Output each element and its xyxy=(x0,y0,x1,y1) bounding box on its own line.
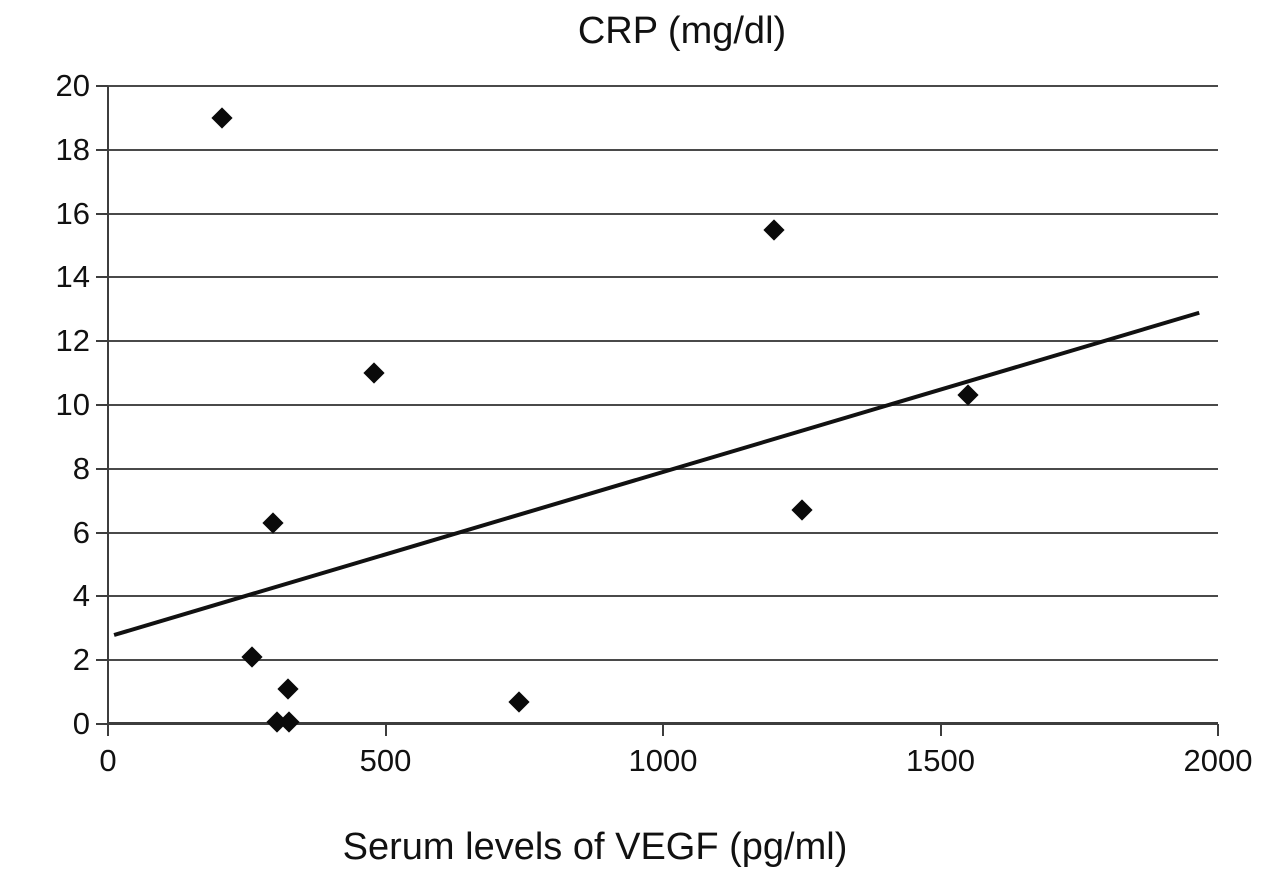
x-tick-mark xyxy=(384,724,387,736)
y-tick-mark xyxy=(96,340,108,343)
y-axis xyxy=(107,86,109,736)
y-tick-mark xyxy=(96,85,108,87)
y-tick-mark xyxy=(96,467,108,470)
y-tick-label: 16 xyxy=(55,195,90,231)
data-point-diamond xyxy=(277,678,299,700)
y-tick-label: 2 xyxy=(72,642,90,678)
data-point-diamond xyxy=(241,646,263,668)
x-axis-label: Serum levels of VEGF (pg/ml) xyxy=(342,826,848,868)
x-tick-label: 500 xyxy=(359,743,412,778)
data-point-diamond xyxy=(791,499,813,521)
x-axis xyxy=(108,722,1218,725)
y-tick-label: 0 xyxy=(72,706,90,741)
y-tick-mark xyxy=(96,148,108,151)
data-point-diamond xyxy=(363,362,385,384)
data-point-diamond xyxy=(763,218,785,241)
chart-title: CRP (mg/dl) xyxy=(577,10,787,52)
y-tick-label: 6 xyxy=(72,514,90,550)
x-tick-label: 1500 xyxy=(906,743,975,778)
y-tick-mark xyxy=(96,595,108,598)
y-tick-mark xyxy=(96,276,108,279)
x-tick-label: 2000 xyxy=(1183,743,1253,778)
y-tick-label: 12 xyxy=(55,323,90,359)
trend-line xyxy=(113,310,1200,637)
data-point-diamond xyxy=(262,512,284,534)
x-tick-mark xyxy=(1217,724,1219,736)
y-tick-mark xyxy=(96,659,108,662)
y-tick-label: 8 xyxy=(72,450,90,486)
gridline xyxy=(108,212,1218,215)
y-tick-label: 14 xyxy=(55,259,90,295)
data-point-diamond xyxy=(508,691,530,713)
x-tick-mark xyxy=(107,724,109,736)
y-tick-label: 18 xyxy=(55,131,90,167)
plot-area xyxy=(96,85,1219,736)
y-tick-label: 4 xyxy=(72,578,90,614)
gridline xyxy=(108,276,1218,279)
x-tick-label: 1000 xyxy=(628,743,698,778)
gridline xyxy=(108,148,1218,151)
y-tick-mark xyxy=(96,531,108,534)
y-tick-mark xyxy=(96,212,108,215)
y-tick-mark xyxy=(96,723,108,725)
x-tick-mark xyxy=(662,724,664,736)
gridline xyxy=(108,659,1218,662)
gridline xyxy=(108,531,1218,534)
y-tick-label: 10 xyxy=(55,387,90,422)
gridline xyxy=(108,404,1218,406)
y-tick-label: 20 xyxy=(55,68,90,103)
gridline xyxy=(108,85,1218,87)
x-tick-label: 0 xyxy=(99,743,117,778)
x-tick-mark xyxy=(939,724,942,736)
gridline xyxy=(108,340,1218,343)
data-point-diamond xyxy=(278,711,301,733)
gridline xyxy=(108,595,1218,598)
y-tick-mark xyxy=(96,404,108,406)
data-point-diamond xyxy=(957,384,979,407)
data-point-diamond xyxy=(211,107,233,129)
